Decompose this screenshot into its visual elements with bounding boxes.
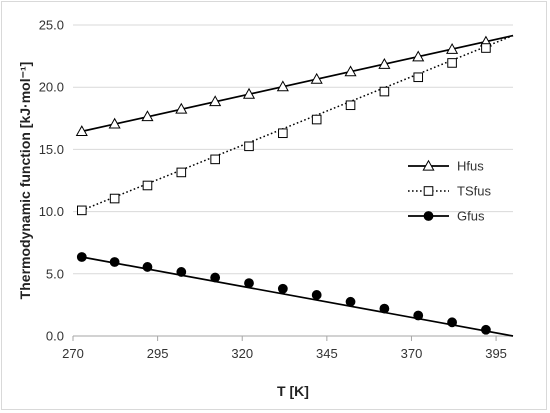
data-point-triangle <box>209 95 222 107</box>
series-gfus <box>76 252 514 337</box>
data-point-square <box>142 180 153 191</box>
data-point-triangle <box>175 102 188 114</box>
data-point-circle <box>142 262 153 272</box>
legend: Hfus TSfus Gfus <box>408 159 491 224</box>
data-point-triangle <box>242 87 256 99</box>
data-point-square <box>413 72 424 83</box>
x-tick-label: 395 <box>485 346 507 361</box>
data-point-circle <box>481 324 491 335</box>
data-point-circle <box>76 252 87 262</box>
data-point-square <box>379 86 390 97</box>
y-tick-label: 5.0 <box>46 266 64 281</box>
legend-label: Gfus <box>457 209 485 224</box>
data-point-circle <box>244 278 254 289</box>
legend-item-hfus: Hfus <box>408 159 484 174</box>
legend-label: TSfus <box>457 184 491 199</box>
data-point-triangle <box>141 110 154 122</box>
data-point-circle <box>345 296 356 307</box>
legend-label: Hfus <box>457 159 484 174</box>
data-point-square <box>77 205 87 216</box>
y-tick-label: 15.0 <box>39 142 64 157</box>
x-tick-label: 270 <box>62 346 84 361</box>
data-point-square <box>423 186 434 196</box>
series-tsfus <box>77 34 514 216</box>
gridlines <box>73 24 513 275</box>
series-line <box>81 256 514 337</box>
series-layer <box>75 34 514 337</box>
data-point-circle <box>423 211 434 221</box>
x-axis-label: T [K] <box>277 383 309 399</box>
series-hfus <box>75 34 514 137</box>
data-point-triangle <box>344 65 357 77</box>
data-point-square <box>481 43 491 53</box>
data-point-square <box>447 58 457 68</box>
series-line <box>81 34 514 133</box>
data-point-square <box>109 193 120 204</box>
legend-item-gfus: Gfus <box>408 209 485 224</box>
y-tick-label: 0.0 <box>46 329 64 344</box>
x-tick-label: 370 <box>401 346 423 361</box>
data-point-triangle <box>378 57 391 69</box>
y-tick-label: 10.0 <box>39 204 64 219</box>
data-point-square <box>311 114 322 125</box>
y-tick-label: 25.0 <box>39 18 64 33</box>
data-point-square <box>210 154 220 165</box>
x-tick-label: 345 <box>316 346 338 361</box>
tick-labels: 0.0 5.0 10.0 15.0 20.0 25.0 270 295 320 345 370 395 <box>39 18 507 362</box>
x-tick-label: 320 <box>231 346 253 361</box>
data-point-circle <box>379 303 390 314</box>
data-point-triangle <box>412 50 425 62</box>
data-point-circle <box>109 257 120 267</box>
series-line <box>81 34 514 212</box>
data-point-triangle <box>276 80 289 92</box>
x-tick-label: 295 <box>147 346 169 361</box>
data-point-circle <box>210 272 221 283</box>
data-point-circle <box>277 283 288 294</box>
data-point-triangle <box>446 43 459 54</box>
data-point-triangle <box>75 125 88 137</box>
data-point-triangle <box>310 72 323 84</box>
data-point-circle <box>447 317 457 328</box>
axes <box>72 335 513 341</box>
data-point-square <box>244 141 254 152</box>
data-point-circle <box>311 290 322 300</box>
data-point-square <box>176 167 187 178</box>
legend-item-tsfus: TSfus <box>408 184 491 199</box>
data-point-circle <box>176 267 187 277</box>
y-axis-label: Thermodynamic function [kJ·mol⁻¹] <box>17 62 33 300</box>
data-point-square <box>278 128 288 139</box>
data-point-triangle <box>422 159 435 171</box>
data-point-circle <box>413 310 424 321</box>
data-point-square <box>345 100 356 111</box>
y-tick-label: 20.0 <box>39 80 64 95</box>
data-point-triangle <box>108 117 121 129</box>
